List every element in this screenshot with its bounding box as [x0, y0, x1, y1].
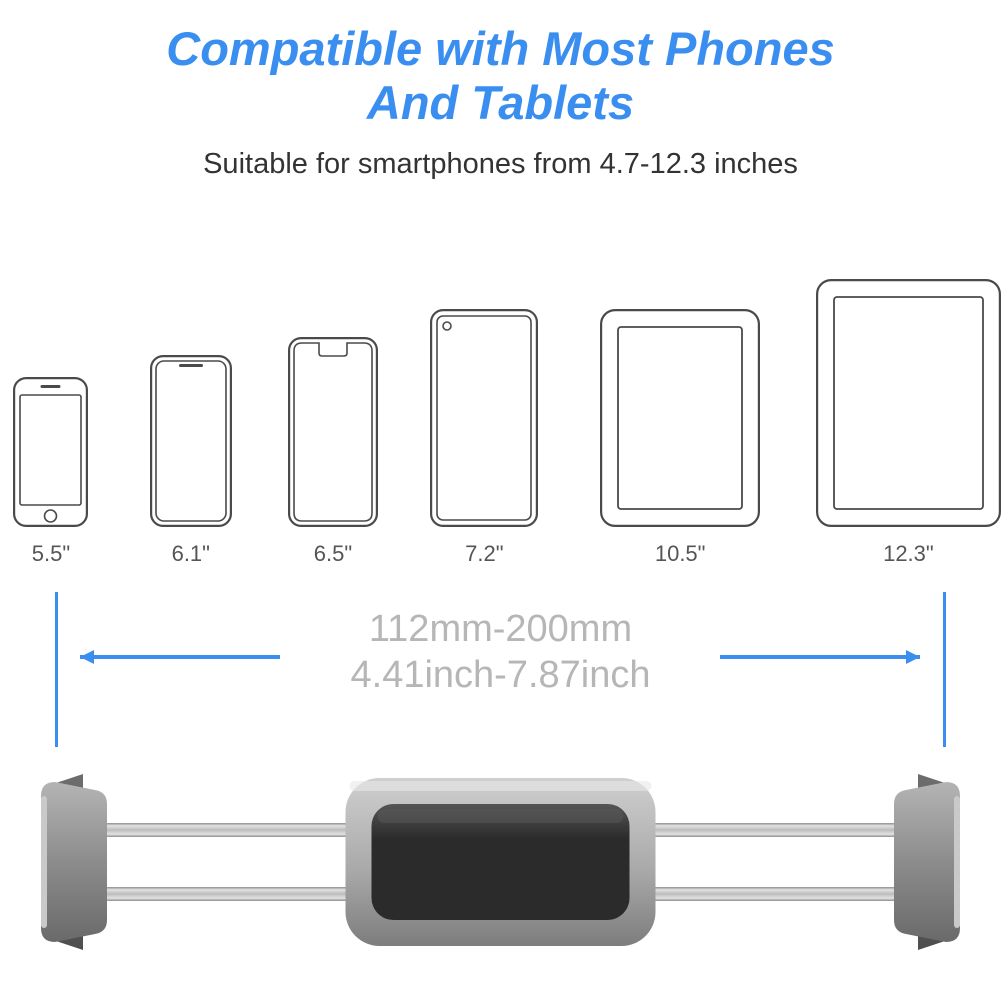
subtitle-text: Suitable for smartphones from 4.7-12.3 i…	[203, 148, 798, 180]
dimension-arrow-right	[0, 642, 1001, 672]
device-icon	[150, 355, 232, 527]
device-col: 7.2"	[424, 267, 544, 567]
main-title: Compatible with Most Phones And Tablets	[0, 22, 1001, 130]
device-size-label: 6.5"	[314, 541, 352, 567]
mount-illustration	[0, 752, 1001, 982]
device-icon	[430, 309, 538, 527]
device-col: 5.5"	[0, 267, 102, 567]
device-col: 12.3"	[816, 267, 1001, 567]
device-icon	[13, 377, 88, 527]
device-size-label: 5.5"	[32, 541, 70, 567]
device-size-label: 10.5"	[655, 541, 706, 567]
title-line-2: And Tablets	[367, 76, 634, 129]
title-line-1: Compatible with Most Phones	[166, 22, 834, 75]
device-col: 6.5"	[280, 267, 386, 567]
subtitle: Suitable for smartphones from 4.7-12.3 i…	[0, 148, 1001, 181]
device-col: 10.5"	[595, 267, 766, 567]
device-icon	[816, 279, 1001, 527]
device-col: 6.1"	[140, 267, 242, 567]
device-icon	[288, 337, 378, 527]
device-size-label: 6.1"	[172, 541, 210, 567]
mount-svg	[0, 752, 1001, 982]
devices-row: 5.5" 6.1" 6.5" 7.2" 10.5" 12.3"	[0, 257, 1001, 567]
device-icon	[600, 309, 760, 527]
device-size-label: 12.3"	[883, 541, 934, 567]
device-size-label: 7.2"	[465, 541, 503, 567]
